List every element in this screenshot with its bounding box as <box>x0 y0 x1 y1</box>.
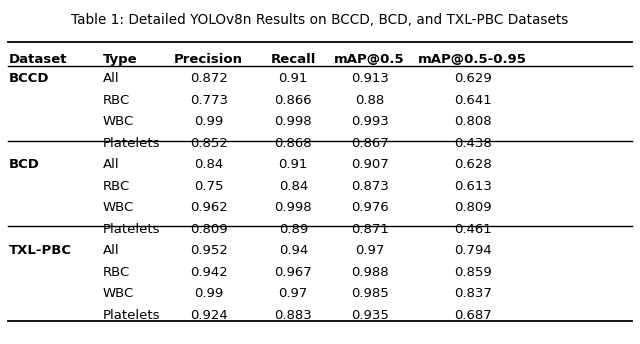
Text: 0.998: 0.998 <box>275 201 312 214</box>
Text: 0.998: 0.998 <box>275 115 312 128</box>
Text: Platelets: Platelets <box>102 223 160 236</box>
Text: 0.883: 0.883 <box>275 309 312 322</box>
Text: 0.84: 0.84 <box>194 158 223 171</box>
Text: 0.837: 0.837 <box>454 287 492 300</box>
Text: 0.91: 0.91 <box>278 158 308 171</box>
Text: 0.99: 0.99 <box>194 115 223 128</box>
Text: WBC: WBC <box>102 201 134 214</box>
Text: Platelets: Platelets <box>102 137 160 150</box>
Text: Platelets: Platelets <box>102 309 160 322</box>
Text: Recall: Recall <box>271 53 316 66</box>
Text: 0.935: 0.935 <box>351 309 388 322</box>
Text: 0.75: 0.75 <box>194 180 223 193</box>
Text: 0.97: 0.97 <box>278 287 308 300</box>
Text: RBC: RBC <box>102 180 130 193</box>
Text: 0.84: 0.84 <box>278 180 308 193</box>
Text: 0.907: 0.907 <box>351 158 388 171</box>
Text: 0.871: 0.871 <box>351 223 388 236</box>
Text: 0.687: 0.687 <box>454 309 492 322</box>
Text: 0.988: 0.988 <box>351 266 388 279</box>
Text: WBC: WBC <box>102 115 134 128</box>
Text: 0.873: 0.873 <box>351 180 388 193</box>
Text: 0.438: 0.438 <box>454 137 492 150</box>
Text: Type: Type <box>102 53 137 66</box>
Text: 0.952: 0.952 <box>190 244 228 257</box>
Text: 0.976: 0.976 <box>351 201 388 214</box>
Text: 0.613: 0.613 <box>454 180 492 193</box>
Text: 0.808: 0.808 <box>454 115 492 128</box>
Text: 0.88: 0.88 <box>355 94 384 107</box>
Text: TXL-PBC: TXL-PBC <box>8 244 72 257</box>
Text: 0.99: 0.99 <box>194 287 223 300</box>
Text: All: All <box>102 72 119 85</box>
Text: 0.794: 0.794 <box>454 244 492 257</box>
Text: 0.859: 0.859 <box>454 266 492 279</box>
Text: mAP@0.5-0.95: mAP@0.5-0.95 <box>418 53 527 66</box>
Text: 0.629: 0.629 <box>454 72 492 85</box>
Text: 0.809: 0.809 <box>190 223 228 236</box>
Text: 0.89: 0.89 <box>278 223 308 236</box>
Text: 0.97: 0.97 <box>355 244 384 257</box>
Text: 0.867: 0.867 <box>351 137 388 150</box>
Text: All: All <box>102 158 119 171</box>
Text: 0.866: 0.866 <box>275 94 312 107</box>
Text: WBC: WBC <box>102 287 134 300</box>
Text: 0.91: 0.91 <box>278 72 308 85</box>
Text: 0.967: 0.967 <box>275 266 312 279</box>
Text: 0.872: 0.872 <box>190 72 228 85</box>
Text: Precision: Precision <box>174 53 243 66</box>
Text: All: All <box>102 244 119 257</box>
Text: 0.962: 0.962 <box>190 201 228 214</box>
Text: 0.868: 0.868 <box>275 137 312 150</box>
Text: 0.773: 0.773 <box>189 94 228 107</box>
Text: BCD: BCD <box>8 158 39 171</box>
Text: Table 1: Detailed YOLOv8n Results on BCCD, BCD, and TXL-PBC Datasets: Table 1: Detailed YOLOv8n Results on BCC… <box>71 13 569 27</box>
Text: RBC: RBC <box>102 94 130 107</box>
Text: 0.852: 0.852 <box>190 137 228 150</box>
Text: 0.942: 0.942 <box>190 266 228 279</box>
Text: 0.913: 0.913 <box>351 72 388 85</box>
Text: BCCD: BCCD <box>8 72 49 85</box>
Text: 0.985: 0.985 <box>351 287 388 300</box>
Text: mAP@0.5: mAP@0.5 <box>334 53 405 66</box>
Text: RBC: RBC <box>102 266 130 279</box>
Text: 0.628: 0.628 <box>454 158 492 171</box>
Text: 0.924: 0.924 <box>190 309 228 322</box>
Text: 0.993: 0.993 <box>351 115 388 128</box>
Text: 0.809: 0.809 <box>454 201 492 214</box>
Text: 0.641: 0.641 <box>454 94 492 107</box>
Text: 0.94: 0.94 <box>278 244 308 257</box>
Text: Dataset: Dataset <box>8 53 67 66</box>
Text: 0.461: 0.461 <box>454 223 492 236</box>
